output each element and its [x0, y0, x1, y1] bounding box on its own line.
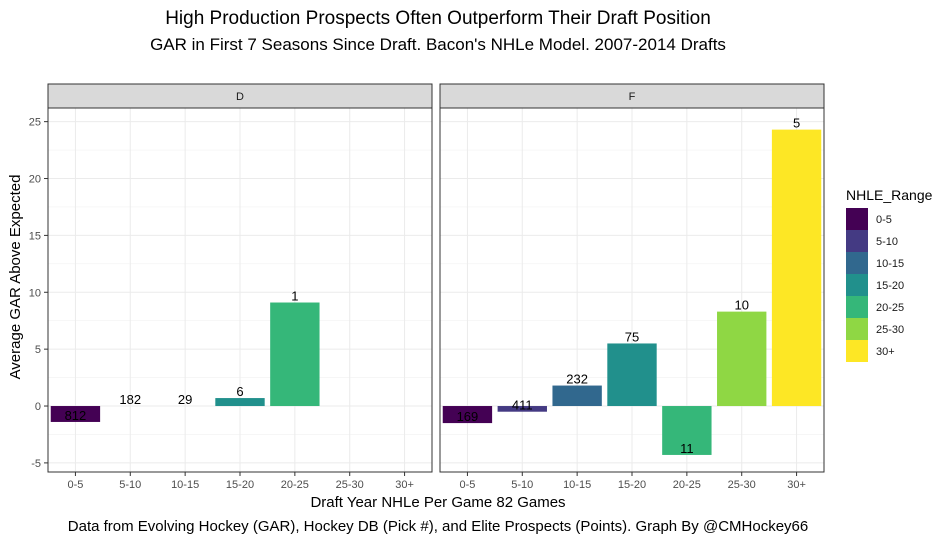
bar-D-15-20 — [215, 398, 265, 407]
bar-count-label: 5 — [793, 116, 800, 131]
facet-strip-label: F — [629, 91, 636, 103]
facet-strip — [47, 83, 433, 109]
y-tick-label: 10 — [29, 287, 41, 299]
bar-count-label: 11 — [680, 441, 694, 456]
legend-swatch — [846, 340, 868, 362]
legend-swatch — [846, 208, 868, 230]
x-tick-label: 10-15 — [171, 479, 199, 491]
bar-F-30+ — [771, 129, 822, 407]
x-tick-label: 0-5 — [67, 479, 83, 491]
bar-count-label: 232 — [566, 372, 588, 387]
legend-swatch — [846, 230, 868, 252]
legend-label: 30+ — [876, 346, 895, 358]
chart-subtitle: GAR in First 7 Seasons Since Draft. Baco… — [150, 35, 726, 54]
x-axis-title: Draft Year NHLe Per Game 82 Games — [310, 494, 565, 511]
legend-swatch — [846, 296, 868, 318]
bar-F-25-30 — [717, 311, 767, 407]
x-tick-label: 15-20 — [618, 479, 646, 491]
bar-D-20-25 — [270, 302, 320, 407]
chart-caption: Data from Evolving Hockey (GAR), Hockey … — [68, 518, 808, 535]
x-tick-label: 0-5 — [459, 479, 475, 491]
bar-count-label: 1 — [291, 289, 298, 304]
bar-F-20-25 — [662, 406, 712, 455]
y-tick-label: 0 — [35, 401, 41, 413]
bar-F-10-15 — [552, 385, 602, 407]
legend-label: 25-30 — [876, 324, 904, 336]
bar-count-label: 169 — [457, 409, 479, 424]
x-tick-label: 30+ — [395, 479, 414, 491]
bar-F-0-5 — [442, 406, 493, 424]
legend-swatch — [846, 318, 868, 340]
x-tick-label: 25-30 — [728, 479, 756, 491]
legend-label: 5-10 — [876, 236, 898, 248]
x-tick-label: 20-25 — [673, 479, 701, 491]
bar-count-label: 182 — [119, 392, 141, 407]
x-tick-label: 5-10 — [511, 479, 533, 491]
facet-strip-label: D — [236, 91, 244, 103]
bar-count-label: 10 — [734, 298, 748, 313]
bar-F-15-20 — [607, 343, 657, 407]
y-tick-label: -5 — [31, 458, 41, 470]
x-tick-label: 15-20 — [226, 479, 254, 491]
y-tick-label: 25 — [29, 117, 41, 129]
x-tick-label: 25-30 — [336, 479, 364, 491]
legend-label: 20-25 — [876, 302, 904, 314]
bar-D-0-5 — [50, 406, 101, 422]
legend-swatch — [846, 252, 868, 274]
bar-count-label: 6 — [236, 384, 243, 399]
bar-count-label: 29 — [178, 392, 192, 407]
bar-count-label: 75 — [625, 329, 639, 344]
y-tick-label: 5 — [35, 344, 41, 356]
y-tick-label: 15 — [29, 230, 41, 242]
bar-F-5-10 — [497, 406, 547, 412]
legend-label: 10-15 — [876, 258, 904, 270]
legend-title: NHLE_Range — [846, 187, 933, 203]
facet-panel-F: F 169 411 232 75 11 10 5 0-5 5-10 10-15 15-20 20-25 2… — [439, 83, 825, 491]
bar-count-label: 812 — [65, 408, 87, 423]
x-tick-label: 20-25 — [281, 479, 309, 491]
y-axis-title: Average GAR Above Expected — [7, 175, 24, 380]
legend-label: 0-5 — [876, 214, 892, 226]
legend-swatch — [846, 274, 868, 296]
bar-count-label: 411 — [512, 398, 533, 413]
legend-label: 15-20 — [876, 280, 904, 292]
chart-title: High Production Prospects Often Outperfo… — [165, 8, 711, 29]
y-tick-label: 20 — [29, 174, 41, 186]
x-tick-label: 5-10 — [119, 479, 141, 491]
x-tick-label: 10-15 — [563, 479, 591, 491]
facet-strip — [439, 83, 825, 109]
legend: NHLE_Range 0-5 5-10 10-15 15-20 20-25 25-30 30… — [846, 187, 933, 362]
x-tick-label: 30+ — [787, 479, 806, 491]
